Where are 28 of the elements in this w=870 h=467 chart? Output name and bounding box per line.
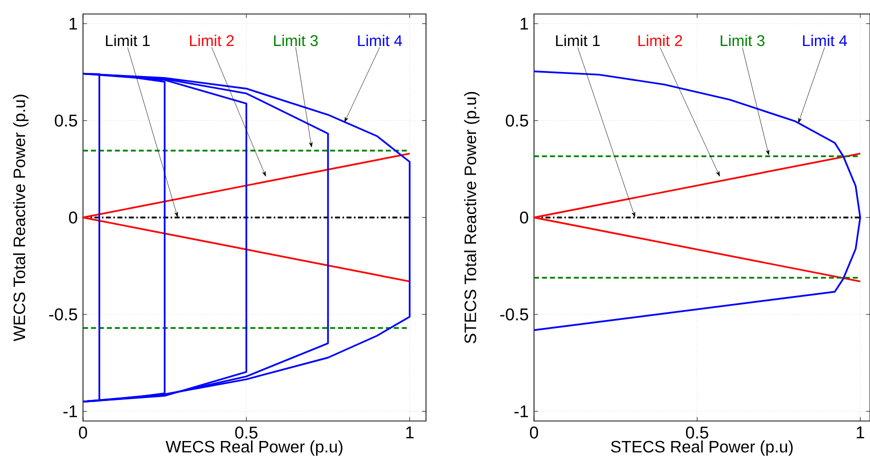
y-axis-title: WECS Total Reactive Power (p.u) [13,94,28,342]
y-tick-label: 1 [70,18,77,30]
annotation: Limit 1 [106,34,150,46]
x-tick-label: 1 [856,426,864,438]
y-tick-label: 1 [520,18,528,30]
y-axis-title: STECS Total Reactive Power (p.u) [464,92,480,344]
x-tick-label: 0.5 [235,426,258,439]
y-tick-label: -1 [514,405,528,418]
y-tick-label: -0.5 [500,308,528,320]
x-tick-label: 0 [78,426,88,439]
x-axis-title: STECS Real Power (p.u) [611,440,793,456]
y-tick-label: 0 [520,211,528,224]
x-tick-label: 1 [406,426,414,438]
annotation: Limit 3 [720,34,764,46]
y-tick-label: 0.5 [54,114,78,127]
annotation: Limit 2 [638,34,682,46]
x-tick-label: 0 [530,426,538,439]
annotation: Limit 4 [358,34,402,46]
annotation: Limit 2 [190,34,234,46]
annotation: Limit 3 [274,34,318,46]
annotation: Limit 4 [803,34,848,46]
x-tick-label: 0.5 [686,426,708,439]
y-tick-label: 0 [69,211,78,224]
y-tick-label: -1 [63,405,77,418]
y-tick-label: -0.5 [49,308,78,320]
y-tick-label: 0.5 [506,114,528,127]
annotation: Limit 1 [556,34,600,46]
x-axis-title: WECS Real Power (p.u) [166,440,342,456]
